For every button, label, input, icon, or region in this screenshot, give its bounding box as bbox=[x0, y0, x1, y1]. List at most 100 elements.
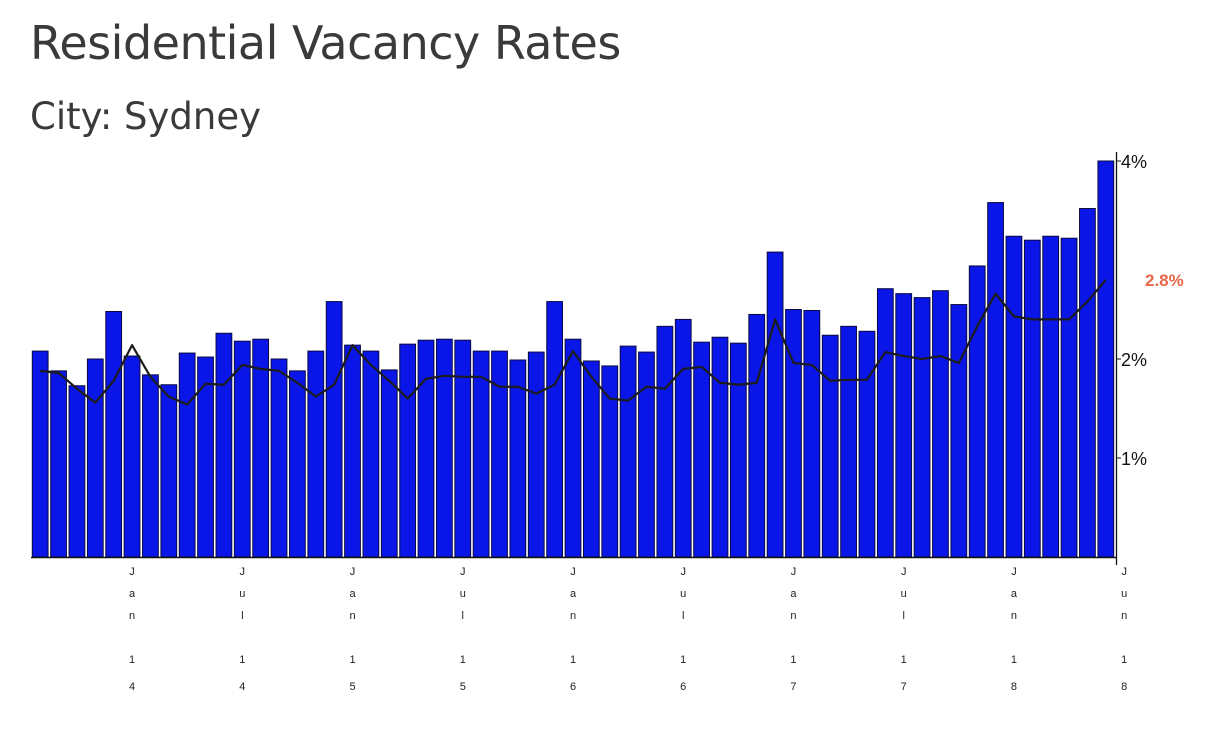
y-tick-label: 2% bbox=[1121, 350, 1147, 370]
x-tick-char: l bbox=[241, 610, 243, 622]
bar bbox=[399, 343, 417, 558]
x-tick-char: 7 bbox=[790, 681, 796, 693]
bar bbox=[31, 350, 49, 558]
x-tick-char: 1 bbox=[349, 654, 355, 666]
bar bbox=[215, 332, 233, 558]
bar bbox=[619, 345, 637, 558]
x-tick-char: 1 bbox=[680, 654, 686, 666]
bar bbox=[307, 350, 325, 558]
x-tick-char: u bbox=[239, 588, 245, 600]
x-tick-char: n bbox=[1011, 610, 1017, 622]
bar bbox=[968, 265, 986, 558]
x-tick-char: 1 bbox=[239, 654, 245, 666]
bar bbox=[105, 310, 123, 558]
bar bbox=[417, 339, 435, 558]
bar bbox=[766, 251, 784, 558]
bar bbox=[325, 301, 343, 558]
trend-line bbox=[40, 279, 1107, 406]
bar bbox=[674, 318, 692, 558]
bar bbox=[546, 301, 564, 558]
bar bbox=[895, 293, 913, 558]
x-tick-char: 1 bbox=[570, 654, 576, 666]
bar bbox=[178, 352, 196, 558]
x-tick-char: J bbox=[1121, 566, 1127, 578]
x-tick-char: a bbox=[129, 588, 136, 600]
bar bbox=[638, 351, 655, 558]
bar bbox=[876, 288, 894, 558]
x-tick-label: Jan 1 7 bbox=[790, 566, 797, 693]
x-tick-char: J bbox=[570, 566, 576, 578]
x-tick-label: Jul 1 4 bbox=[239, 566, 245, 693]
x-tick-char: l bbox=[902, 610, 904, 622]
x-tick-char: 8 bbox=[1121, 681, 1127, 693]
bar bbox=[950, 304, 968, 558]
x-tick-char: u bbox=[460, 588, 466, 600]
x-tick-char: a bbox=[349, 588, 356, 600]
x-tick-char: 1 bbox=[1121, 654, 1127, 666]
x-tick-char: n bbox=[349, 610, 355, 622]
x-tick-char: J bbox=[1011, 566, 1017, 578]
bar bbox=[472, 350, 490, 558]
bar bbox=[527, 351, 545, 558]
bar bbox=[693, 341, 710, 558]
bar bbox=[748, 313, 766, 558]
bar bbox=[1042, 235, 1060, 558]
x-tick-char: J bbox=[791, 566, 797, 578]
y-tick-label: 1% bbox=[1121, 449, 1147, 469]
bar bbox=[711, 336, 729, 558]
bar bbox=[987, 202, 1004, 558]
latest-value-label: 2.8% bbox=[1145, 271, 1184, 290]
x-tick-char: l bbox=[682, 610, 684, 622]
bar bbox=[1005, 235, 1023, 558]
bar bbox=[142, 374, 159, 558]
x-tick-char: 1 bbox=[790, 654, 796, 666]
bar bbox=[344, 344, 361, 558]
x-tick-char: 1 bbox=[901, 654, 907, 666]
bar bbox=[1060, 237, 1078, 558]
bar bbox=[729, 342, 747, 558]
bar bbox=[86, 358, 104, 558]
x-tick-char: 1 bbox=[1011, 654, 1017, 666]
x-tick-char: n bbox=[790, 610, 796, 622]
bar bbox=[197, 356, 214, 558]
x-tick-char: 5 bbox=[349, 681, 355, 693]
bar bbox=[1023, 239, 1041, 558]
bar bbox=[289, 370, 306, 558]
bar bbox=[601, 365, 619, 558]
bar bbox=[233, 340, 251, 558]
x-tick-label: Jul 1 6 bbox=[680, 566, 686, 693]
x-tick-char: 8 bbox=[1011, 681, 1017, 693]
bar bbox=[564, 338, 582, 558]
x-tick-char: u bbox=[1121, 588, 1127, 600]
x-tick-label: Jun 1 8 bbox=[1121, 566, 1127, 693]
x-tick-char: 4 bbox=[129, 681, 135, 693]
bar bbox=[50, 370, 67, 558]
x-tick-char: a bbox=[790, 588, 797, 600]
x-tick-label: Jul 1 7 bbox=[901, 566, 907, 693]
x-tick-char: u bbox=[901, 588, 907, 600]
bar bbox=[123, 355, 141, 558]
x-tick-char: J bbox=[680, 566, 686, 578]
x-tick-char: J bbox=[460, 566, 466, 578]
bar bbox=[821, 334, 839, 558]
x-tick-char: 1 bbox=[129, 654, 135, 666]
x-tick-char: n bbox=[1121, 610, 1127, 622]
bar bbox=[785, 309, 802, 558]
x-tick-char: 4 bbox=[239, 681, 245, 693]
x-tick-char: a bbox=[1011, 588, 1018, 600]
bar bbox=[362, 350, 380, 558]
x-tick-char: u bbox=[680, 588, 686, 600]
chart-title: Residential Vacancy Rates bbox=[30, 16, 621, 70]
bar bbox=[840, 325, 857, 558]
x-tick-char: n bbox=[129, 610, 135, 622]
bar bbox=[491, 350, 508, 558]
bar bbox=[68, 385, 86, 558]
x-tick-char: a bbox=[570, 588, 577, 600]
x-tick-char: n bbox=[570, 610, 576, 622]
y-tick-label: 4% bbox=[1121, 152, 1147, 172]
bar bbox=[160, 384, 178, 558]
x-tick-label: Jul 1 5 bbox=[460, 566, 466, 693]
x-tick-label: Jan 1 5 bbox=[349, 566, 356, 693]
bar bbox=[582, 360, 600, 558]
